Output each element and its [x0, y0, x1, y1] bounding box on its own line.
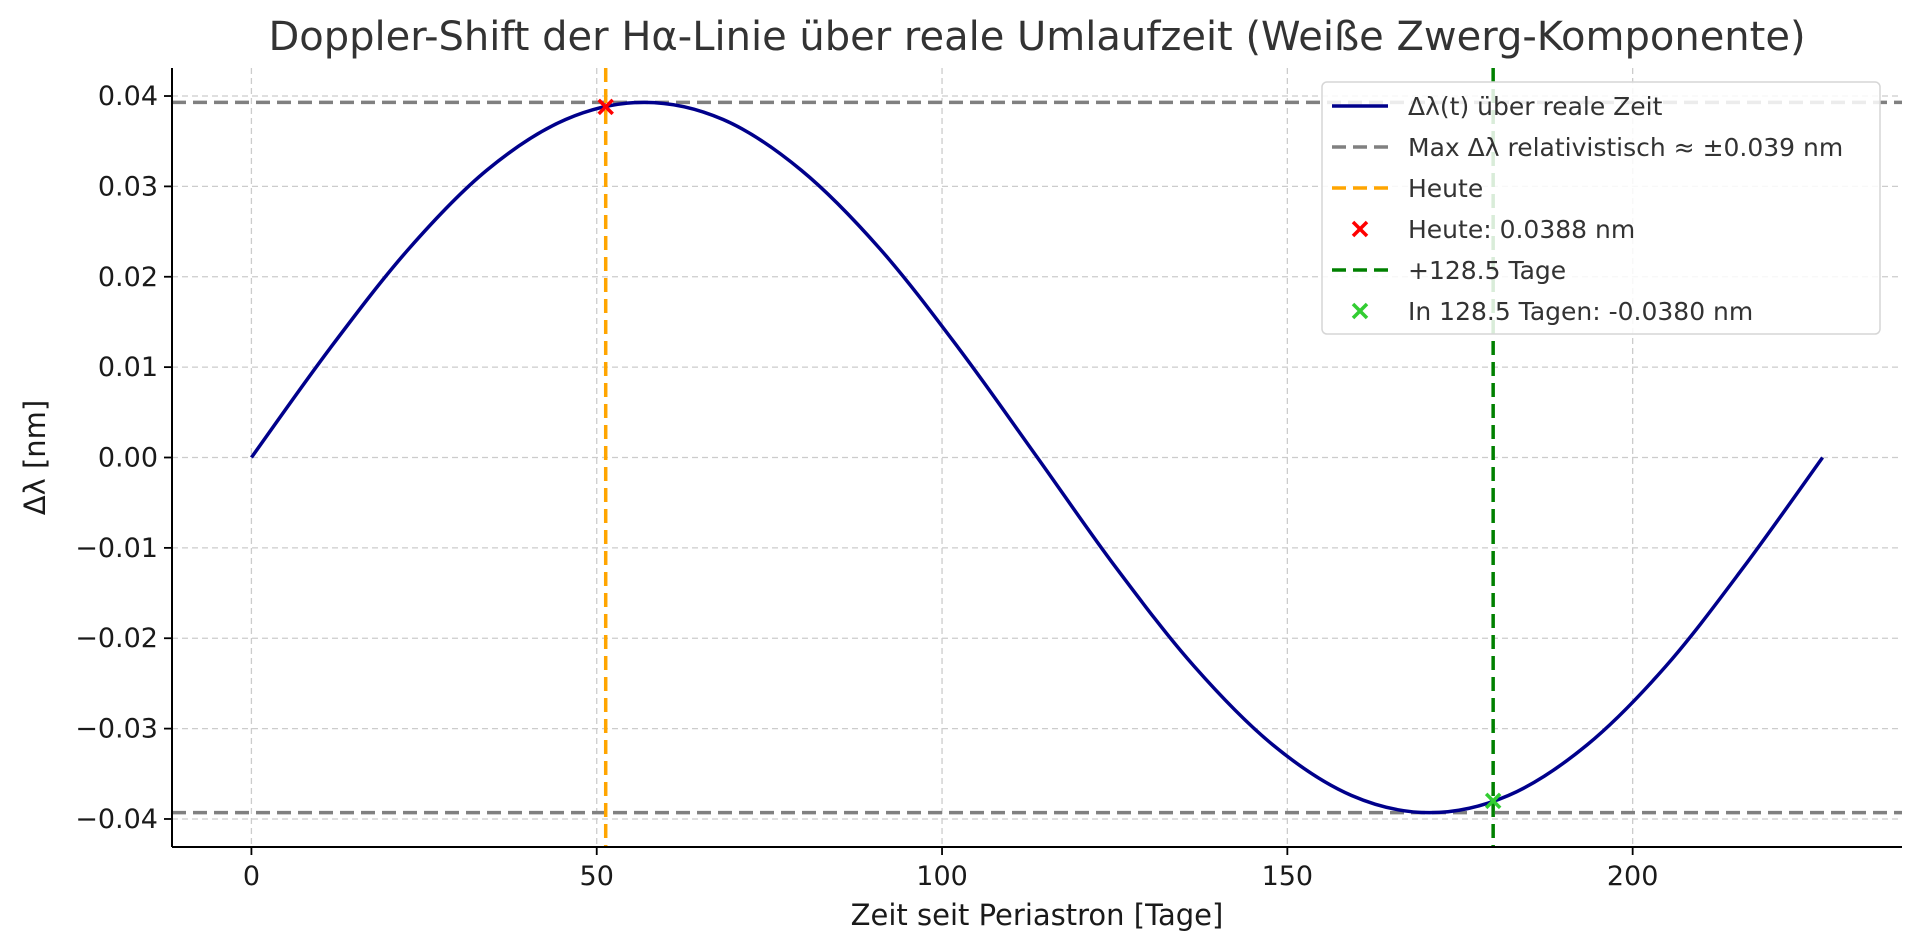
legend-entry: +128.5 Tage: [1332, 256, 1566, 285]
axes: 0 50 100 150 200 0.04 0.03 0.02 0.01 0.00 −0.01 −0.…: [75, 68, 1902, 892]
legend-label: Max Δλ relativistisch ≈ ±0.039 nm: [1408, 133, 1843, 162]
legend-frame: [1321, 81, 1881, 335]
legend-entry: In 128.5 Tagen: -0.0380 nm: [1351, 297, 1753, 326]
legend-label: Δλ(t) über reale Zeit: [1408, 92, 1663, 121]
legend-label: +128.5 Tage: [1408, 256, 1566, 285]
legend-label: Heute: [1408, 174, 1483, 203]
marker-stroke: [1484, 792, 1502, 810]
y-tick-label: 0.01: [98, 352, 158, 383]
legend-swatch: [1351, 220, 1369, 238]
y-tick-label: −0.02: [75, 623, 158, 654]
legend-entry: Heute: [1332, 174, 1483, 203]
x-tick-label: 100: [916, 861, 968, 892]
legend-label: In 128.5 Tagen: -0.0380 nm: [1408, 297, 1753, 326]
legend-entry: Heute: 0.0388 nm: [1351, 215, 1635, 244]
legend-entry: Max Δλ relativistisch ≈ ±0.039 nm: [1332, 133, 1843, 162]
legend-entry: Δλ(t) über reale Zeit: [1332, 92, 1663, 121]
chart-title: Doppler-Shift der Hα-Linie über reale Um…: [268, 14, 1805, 60]
legend-label: Heute: 0.0388 nm: [1408, 215, 1635, 244]
y-tick-label: −0.03: [75, 714, 158, 745]
x-tick-label: 0: [243, 861, 260, 892]
x-tick-label: 50: [580, 861, 614, 892]
y-tick-label: 0.00: [98, 443, 158, 474]
x-axis-label: Zeit seit Periastron [Tage]: [851, 898, 1224, 932]
y-tick-label: −0.04: [75, 804, 158, 835]
legend: Δλ(t) über reale Zeit Max Δλ relativistis…: [1321, 81, 1881, 335]
legend-swatch: [1351, 302, 1369, 320]
today-marker: [597, 98, 614, 116]
delta-lambda-curve: [249, 100, 1825, 815]
future-marker: [1484, 792, 1502, 810]
y-tick-label: 0.03: [98, 171, 158, 202]
y-axis-label: Δλ [nm]: [18, 400, 52, 515]
y-tick-label: −0.01: [75, 533, 158, 564]
x-tick-label: 200: [1607, 861, 1659, 892]
x-tick-label: 150: [1262, 861, 1314, 892]
marker-stroke: [597, 98, 614, 116]
y-tick-label: 0.04: [98, 81, 158, 112]
y-tick-label: 0.02: [98, 262, 158, 293]
